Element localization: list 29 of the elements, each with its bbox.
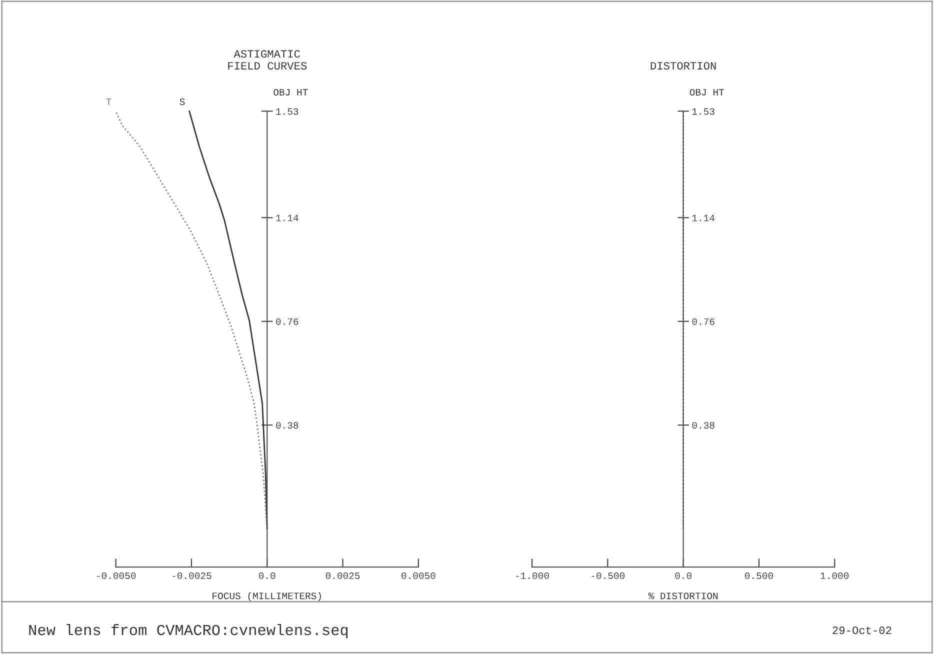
y-tick-label: 1.14 [276, 214, 298, 222]
y-tick-label: 0.76 [276, 318, 298, 325]
x-tick-label: 1.000 [820, 572, 849, 580]
y-tick-label: 1.53 [276, 108, 298, 115]
x-tick-label: 0.0050 [402, 572, 436, 580]
x-axis-title: FOCUS (MILLIMETERS) [212, 592, 321, 602]
x-tick-label: 0.500 [744, 572, 773, 580]
x-tick-label: 0.0 [675, 572, 692, 580]
x-axis-title: % DISTORTION [648, 592, 718, 600]
y-tick-label: 1.14 [692, 214, 714, 222]
text: 29-Oct-02 [832, 626, 892, 634]
y-axis-title: OBJ HT [690, 88, 724, 96]
x-tick-label: -0.0050 [96, 572, 136, 580]
y-axis-title: OBJ HT [274, 88, 308, 96]
chart-title: ASTIGMATIC FIELD CURVES [228, 50, 307, 70]
series-label: T [106, 98, 112, 105]
y-tick-label: 0.38 [692, 422, 714, 429]
x-tick-label: 0.0 [258, 572, 276, 580]
text: New lens from CVMACRO:cvnewlens.seq [29, 624, 348, 638]
line-series [188, 110, 268, 530]
x-tick-label: -1.000 [516, 572, 549, 580]
x-tick-label: 0.0025 [326, 572, 360, 580]
y-tick-label: 0.38 [276, 422, 298, 429]
x-tick-label: -0.500 [592, 572, 625, 580]
y-tick-label: 1.53 [692, 108, 714, 115]
x-tick-label: -0.0025 [172, 572, 212, 580]
series-label: S [180, 98, 185, 106]
y-tick-label: 0.76 [692, 318, 714, 325]
chart-title: DISTORTION [650, 62, 716, 70]
